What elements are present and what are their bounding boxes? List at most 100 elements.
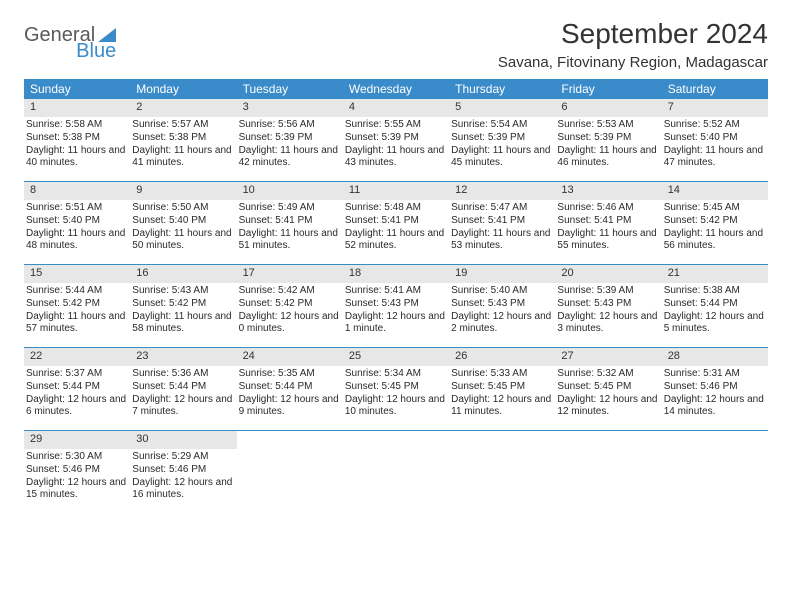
- day-cell: 20Sunrise: 5:39 AMSunset: 5:43 PMDayligh…: [555, 265, 661, 347]
- weekday-header: Thursday: [449, 79, 555, 99]
- daylight-line: Daylight: 11 hours and 57 minutes.: [26, 311, 126, 336]
- day-number: 12: [449, 182, 555, 200]
- day-cell: 5 Sunrise: 5:54 AMSunset: 5:39 PMDaylight…: [449, 99, 555, 181]
- day-body: Sunrise: 5:38 AMSunset: 5:44 PMDaylight:…: [662, 285, 768, 336]
- day-body: Sunrise: 5:32 AMSunset: 5:45 PMDaylight:…: [555, 368, 661, 419]
- daylight-line: Daylight: 12 hours and 0 minutes.: [239, 311, 339, 336]
- sunrise-line: Sunrise: 5:37 AM: [26, 368, 126, 381]
- empty-day-cell: [449, 431, 555, 513]
- week-row: 15Sunrise: 5:44 AMSunset: 5:42 PMDayligh…: [24, 264, 768, 347]
- empty-day-cell: [343, 431, 449, 513]
- sunset-line: Sunset: 5:38 PM: [26, 132, 126, 145]
- day-number: 19: [449, 265, 555, 283]
- sunrise-line: Sunrise: 5:40 AM: [451, 285, 551, 298]
- daylight-line: Daylight: 12 hours and 12 minutes.: [557, 394, 657, 419]
- day-body: Sunrise: 5:36 AMSunset: 5:44 PMDaylight:…: [130, 368, 236, 419]
- daylight-line: Daylight: 11 hours and 51 minutes.: [239, 228, 339, 253]
- day-number: 16: [130, 265, 236, 283]
- empty-day-cell: [237, 431, 343, 513]
- sunrise-line: Sunrise: 5:36 AM: [132, 368, 232, 381]
- day-body: Sunrise: 5:56 AMSunset: 5:39 PMDaylight:…: [237, 119, 343, 170]
- weeks-container: 1 Sunrise: 5:58 AMSunset: 5:38 PMDaylight…: [24, 99, 768, 513]
- sunset-line: Sunset: 5:42 PM: [664, 215, 764, 228]
- daylight-line: Daylight: 11 hours and 55 minutes.: [557, 228, 657, 253]
- day-cell: 1 Sunrise: 5:58 AMSunset: 5:38 PMDaylight…: [24, 99, 130, 181]
- brand-logo: General Blue: [24, 18, 158, 47]
- weekday-header: Wednesday: [343, 79, 449, 99]
- sunrise-line: Sunrise: 5:52 AM: [664, 119, 764, 132]
- day-body: Sunrise: 5:58 AMSunset: 5:38 PMDaylight:…: [24, 119, 130, 170]
- day-cell: 22Sunrise: 5:37 AMSunset: 5:44 PMDayligh…: [24, 348, 130, 430]
- sunrise-line: Sunrise: 5:38 AM: [664, 285, 764, 298]
- day-body: Sunrise: 5:40 AMSunset: 5:43 PMDaylight:…: [449, 285, 555, 336]
- day-body: Sunrise: 5:53 AMSunset: 5:39 PMDaylight:…: [555, 119, 661, 170]
- day-number: 8: [24, 182, 130, 200]
- sunset-line: Sunset: 5:42 PM: [239, 298, 339, 311]
- day-cell: 15 Sunrise: 5:44 AMSunset: 5:42 PMDayligh…: [24, 265, 130, 347]
- daylight-line: Daylight: 12 hours and 1 minute.: [345, 311, 445, 336]
- day-number: 5: [449, 99, 555, 117]
- daylight-line: Daylight: 11 hours and 45 minutes.: [451, 145, 551, 170]
- sunset-line: Sunset: 5:39 PM: [557, 132, 657, 145]
- day-body: Sunrise: 5:48 AMSunset: 5:41 PMDaylight:…: [343, 202, 449, 253]
- header: General Blue September 2024 Savana, Fito…: [24, 18, 768, 71]
- day-cell: 21Sunrise: 5:38 AMSunset: 5:44 PMDayligh…: [662, 265, 768, 347]
- sunset-line: Sunset: 5:39 PM: [451, 132, 551, 145]
- day-number: 30: [130, 431, 236, 449]
- day-cell: 26Sunrise: 5:33 AMSunset: 5:45 PMDayligh…: [449, 348, 555, 430]
- day-number: [555, 431, 661, 449]
- day-number: 17: [237, 265, 343, 283]
- day-number: 25: [343, 348, 449, 366]
- sunset-line: Sunset: 5:44 PM: [664, 298, 764, 311]
- day-number: 7: [662, 99, 768, 117]
- weekday-header: Tuesday: [237, 79, 343, 99]
- day-body: Sunrise: 5:44 AMSunset: 5:42 PMDaylight:…: [24, 285, 130, 336]
- day-number: 23: [130, 348, 236, 366]
- day-body: Sunrise: 5:34 AMSunset: 5:45 PMDaylight:…: [343, 368, 449, 419]
- day-body: Sunrise: 5:37 AMSunset: 5:44 PMDaylight:…: [24, 368, 130, 419]
- daylight-line: Daylight: 11 hours and 42 minutes.: [239, 145, 339, 170]
- day-number: 15: [24, 265, 130, 283]
- weekday-header: Saturday: [662, 79, 768, 99]
- daylight-line: Daylight: 12 hours and 15 minutes.: [26, 477, 126, 502]
- day-body: Sunrise: 5:31 AMSunset: 5:46 PMDaylight:…: [662, 368, 768, 419]
- daylight-line: Daylight: 11 hours and 52 minutes.: [345, 228, 445, 253]
- sunset-line: Sunset: 5:42 PM: [132, 298, 232, 311]
- sunset-line: Sunset: 5:41 PM: [557, 215, 657, 228]
- day-number: [449, 431, 555, 449]
- day-body: Sunrise: 5:35 AMSunset: 5:44 PMDaylight:…: [237, 368, 343, 419]
- day-number: [343, 431, 449, 449]
- week-row: 22Sunrise: 5:37 AMSunset: 5:44 PMDayligh…: [24, 347, 768, 430]
- empty-day-cell: [555, 431, 661, 513]
- sunset-line: Sunset: 5:42 PM: [26, 298, 126, 311]
- day-body: Sunrise: 5:47 AMSunset: 5:41 PMDaylight:…: [449, 202, 555, 253]
- sunset-line: Sunset: 5:40 PM: [132, 215, 232, 228]
- sunrise-line: Sunrise: 5:51 AM: [26, 202, 126, 215]
- weekday-header: Sunday: [24, 79, 130, 99]
- day-body: Sunrise: 5:54 AMSunset: 5:39 PMDaylight:…: [449, 119, 555, 170]
- sunset-line: Sunset: 5:39 PM: [345, 132, 445, 145]
- daylight-line: Daylight: 12 hours and 16 minutes.: [132, 477, 232, 502]
- day-number: 24: [237, 348, 343, 366]
- sunset-line: Sunset: 5:46 PM: [132, 464, 232, 477]
- sunset-line: Sunset: 5:45 PM: [345, 381, 445, 394]
- location-subtitle: Savana, Fitovinany Region, Madagascar: [498, 54, 768, 71]
- title-block: September 2024 Savana, Fitovinany Region…: [498, 18, 768, 71]
- day-cell: 30Sunrise: 5:29 AMSunset: 5:46 PMDayligh…: [130, 431, 236, 513]
- sunset-line: Sunset: 5:43 PM: [451, 298, 551, 311]
- sunrise-line: Sunrise: 5:54 AM: [451, 119, 551, 132]
- day-body: Sunrise: 5:33 AMSunset: 5:45 PMDaylight:…: [449, 368, 555, 419]
- day-cell: 12 Sunrise: 5:47 AMSunset: 5:41 PMDayligh…: [449, 182, 555, 264]
- daylight-line: Daylight: 11 hours and 50 minutes.: [132, 228, 232, 253]
- weekday-header: Monday: [130, 79, 236, 99]
- day-number: 14: [662, 182, 768, 200]
- day-number: 1: [24, 99, 130, 117]
- daylight-line: Daylight: 12 hours and 5 minutes.: [664, 311, 764, 336]
- day-number: 27: [555, 348, 661, 366]
- day-cell: 13Sunrise: 5:46 AMSunset: 5:41 PMDayligh…: [555, 182, 661, 264]
- day-body: Sunrise: 5:57 AMSunset: 5:38 PMDaylight:…: [130, 119, 236, 170]
- daylight-line: Daylight: 12 hours and 2 minutes.: [451, 311, 551, 336]
- day-cell: 25 Sunrise: 5:34 AMSunset: 5:45 PMDayligh…: [343, 348, 449, 430]
- sunrise-line: Sunrise: 5:45 AM: [664, 202, 764, 215]
- sunrise-line: Sunrise: 5:44 AM: [26, 285, 126, 298]
